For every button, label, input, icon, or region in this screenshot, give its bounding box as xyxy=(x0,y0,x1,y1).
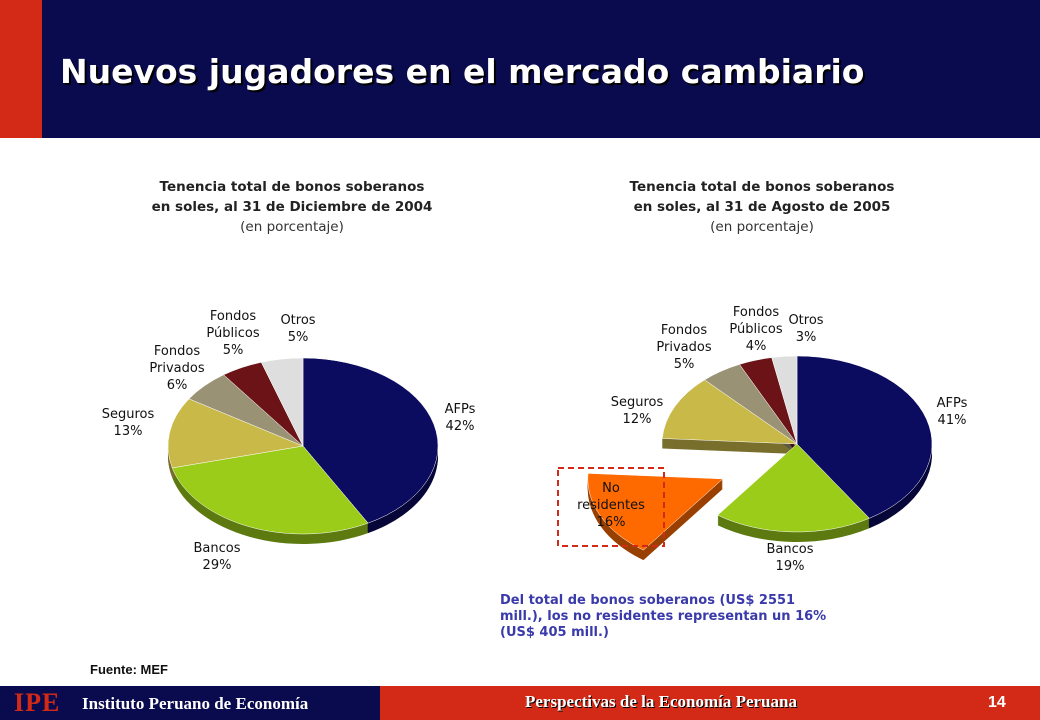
slice-label-bancos: Bancos 29% xyxy=(194,541,241,573)
ipe-logo: IPE xyxy=(14,688,61,717)
chart2-title: Tenencia total de bonos soberanos en sol… xyxy=(572,177,952,237)
slice-label-bancos: Bancos 19% xyxy=(767,542,814,574)
page-number: 14 xyxy=(988,694,1006,711)
pie-slice-seguros xyxy=(167,398,304,469)
slice-label-fondos-privados: Fondos Privados 6% xyxy=(149,344,204,393)
chart2-title-line2: en soles, al 31 de Agosto de 2005 xyxy=(633,199,891,215)
footer-brand-area xyxy=(0,686,380,720)
no-residentes-highlight-box xyxy=(557,467,665,547)
slide-title: Nuevos jugadores en el mercado cambiario xyxy=(60,52,865,91)
footer-bar: IPE Instituto Peruano de Economía Perspe… xyxy=(0,686,1040,720)
chart2-title-line1: Tenencia total de bonos soberanos xyxy=(629,179,895,195)
slice-label-no-residentes: No residentes 16% xyxy=(577,481,645,530)
chart2-subtitle: (en porcentaje) xyxy=(710,219,814,235)
slice-label-fondos-privados: Fondos Privados 5% xyxy=(656,323,711,372)
chart1-title-line1: Tenencia total de bonos soberanos xyxy=(159,179,425,195)
pie-slice-afps xyxy=(796,355,933,519)
slice-label-otros: Otros 5% xyxy=(280,313,315,345)
slice-label-seguros: Seguros 13% xyxy=(102,407,155,439)
footer-center-title: Perspectivas de la Economía Peruana xyxy=(525,692,797,711)
institute-name: Instituto Peruano de Economía xyxy=(82,694,309,713)
slice-label-seguros: Seguros 12% xyxy=(611,395,664,427)
header-banner xyxy=(0,0,1040,138)
pie-slice-otros xyxy=(260,357,304,447)
pie-slice-bancos xyxy=(717,443,870,533)
source-note: Fuente: MEF xyxy=(90,662,168,677)
pie-chart-2004: AFPs 42% Bancos 29% Seguros 13% Fondos Privados… xyxy=(102,309,476,573)
slice-label-fondos-publicos: Fondos Públicos 4% xyxy=(729,305,782,354)
pie-chart-2005: AFPs 41% Bancos 19% No residentes 16% Seguros 12… xyxy=(577,305,968,574)
pie-slice-afps xyxy=(302,357,439,524)
chart1-title: Tenencia total de bonos soberanos en sol… xyxy=(102,177,482,237)
note-text: Del total de bonos soberanos (US$ 2551 m… xyxy=(500,593,827,640)
chart1-subtitle: (en porcentaje) xyxy=(240,219,344,235)
pie-slice-otros xyxy=(771,355,798,445)
pie-slice-seguros xyxy=(661,379,798,445)
pie-slice-bancos xyxy=(171,445,369,535)
slice-label-otros: Otros 3% xyxy=(788,313,823,345)
header-accent-bar xyxy=(0,0,42,138)
slice-label-afps: AFPs 41% xyxy=(937,396,968,428)
chart1-title-line2: en soles, al 31 de Diciembre de 2004 xyxy=(151,199,433,215)
slice-label-fondos-publicos: Fondos Públicos 5% xyxy=(206,309,259,358)
slice-label-afps: AFPs 42% xyxy=(445,402,476,434)
